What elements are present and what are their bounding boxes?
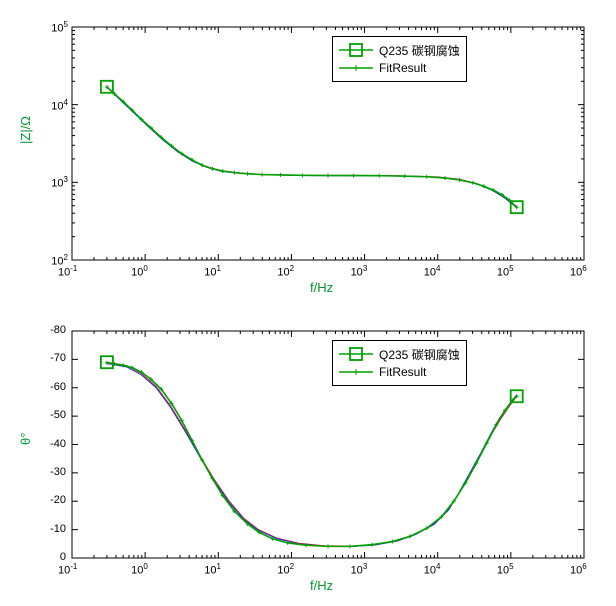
legend-swatch bbox=[339, 365, 373, 379]
y-tick-label: 105 bbox=[51, 20, 68, 35]
y-tick-label: -60 bbox=[50, 381, 66, 393]
y-tick-label: -70 bbox=[50, 352, 66, 364]
x-tick-label: 103 bbox=[351, 264, 368, 279]
x-axis-label: f/Hz bbox=[310, 578, 333, 593]
legend-swatch bbox=[339, 43, 373, 57]
legend-swatch bbox=[339, 347, 373, 361]
y-tick-label: -20 bbox=[50, 494, 66, 506]
x-tick-label: 101 bbox=[204, 264, 221, 279]
x-tick-label: 105 bbox=[497, 562, 514, 577]
legend-swatch bbox=[339, 61, 373, 75]
y-axis-label: θ° bbox=[18, 432, 33, 444]
y-tick-label: -30 bbox=[50, 466, 66, 478]
x-tick-label: 101 bbox=[204, 562, 221, 577]
x-tick-label: 10-1 bbox=[58, 562, 77, 577]
chart-container: 10-1 100 101 102 103 104 105 106 102 103 104 105 f/H… bbox=[0, 0, 616, 606]
y-tick-label: 0 bbox=[60, 551, 66, 563]
legend-item: FitResult bbox=[339, 363, 460, 381]
x-axis-label: f/Hz bbox=[310, 280, 333, 295]
y-axis-label: |Z|/Ω bbox=[18, 115, 33, 143]
x-tick-label: 105 bbox=[497, 264, 514, 279]
y-tick-label: -10 bbox=[50, 523, 66, 535]
y-tick-label: -80 bbox=[50, 324, 66, 336]
legend-text: Q235 碳钢腐蚀 bbox=[379, 42, 460, 59]
legend: Q235 碳钢腐蚀 FitResult bbox=[332, 340, 467, 386]
y-tick-label: 102 bbox=[51, 253, 68, 268]
x-tick-label: 102 bbox=[277, 264, 294, 279]
legend: Q235 碳钢腐蚀 FitResult bbox=[332, 36, 467, 82]
x-tick-label: 100 bbox=[131, 562, 148, 577]
x-tick-label: 104 bbox=[424, 264, 441, 279]
legend-text: Q235 碳钢腐蚀 bbox=[379, 346, 460, 363]
y-tick-label: -40 bbox=[50, 438, 66, 450]
x-tick-label: 106 bbox=[570, 264, 587, 279]
x-tick-label: 104 bbox=[424, 562, 441, 577]
legend-text: FitResult bbox=[379, 365, 426, 379]
legend-item: Q235 碳钢腐蚀 bbox=[339, 41, 460, 59]
legend-item: FitResult bbox=[339, 59, 460, 77]
top-plot bbox=[0, 0, 616, 606]
y-tick-label: 103 bbox=[51, 175, 68, 190]
legend-item: Q235 碳钢腐蚀 bbox=[339, 345, 460, 363]
bottom-plot bbox=[0, 0, 616, 606]
legend-text: FitResult bbox=[379, 61, 426, 75]
y-tick-label: -50 bbox=[50, 409, 66, 421]
x-tick-label: 103 bbox=[351, 562, 368, 577]
y-tick-label: 104 bbox=[51, 98, 68, 113]
x-tick-label: 106 bbox=[570, 562, 587, 577]
x-tick-label: 100 bbox=[131, 264, 148, 279]
x-tick-label: 102 bbox=[277, 562, 294, 577]
